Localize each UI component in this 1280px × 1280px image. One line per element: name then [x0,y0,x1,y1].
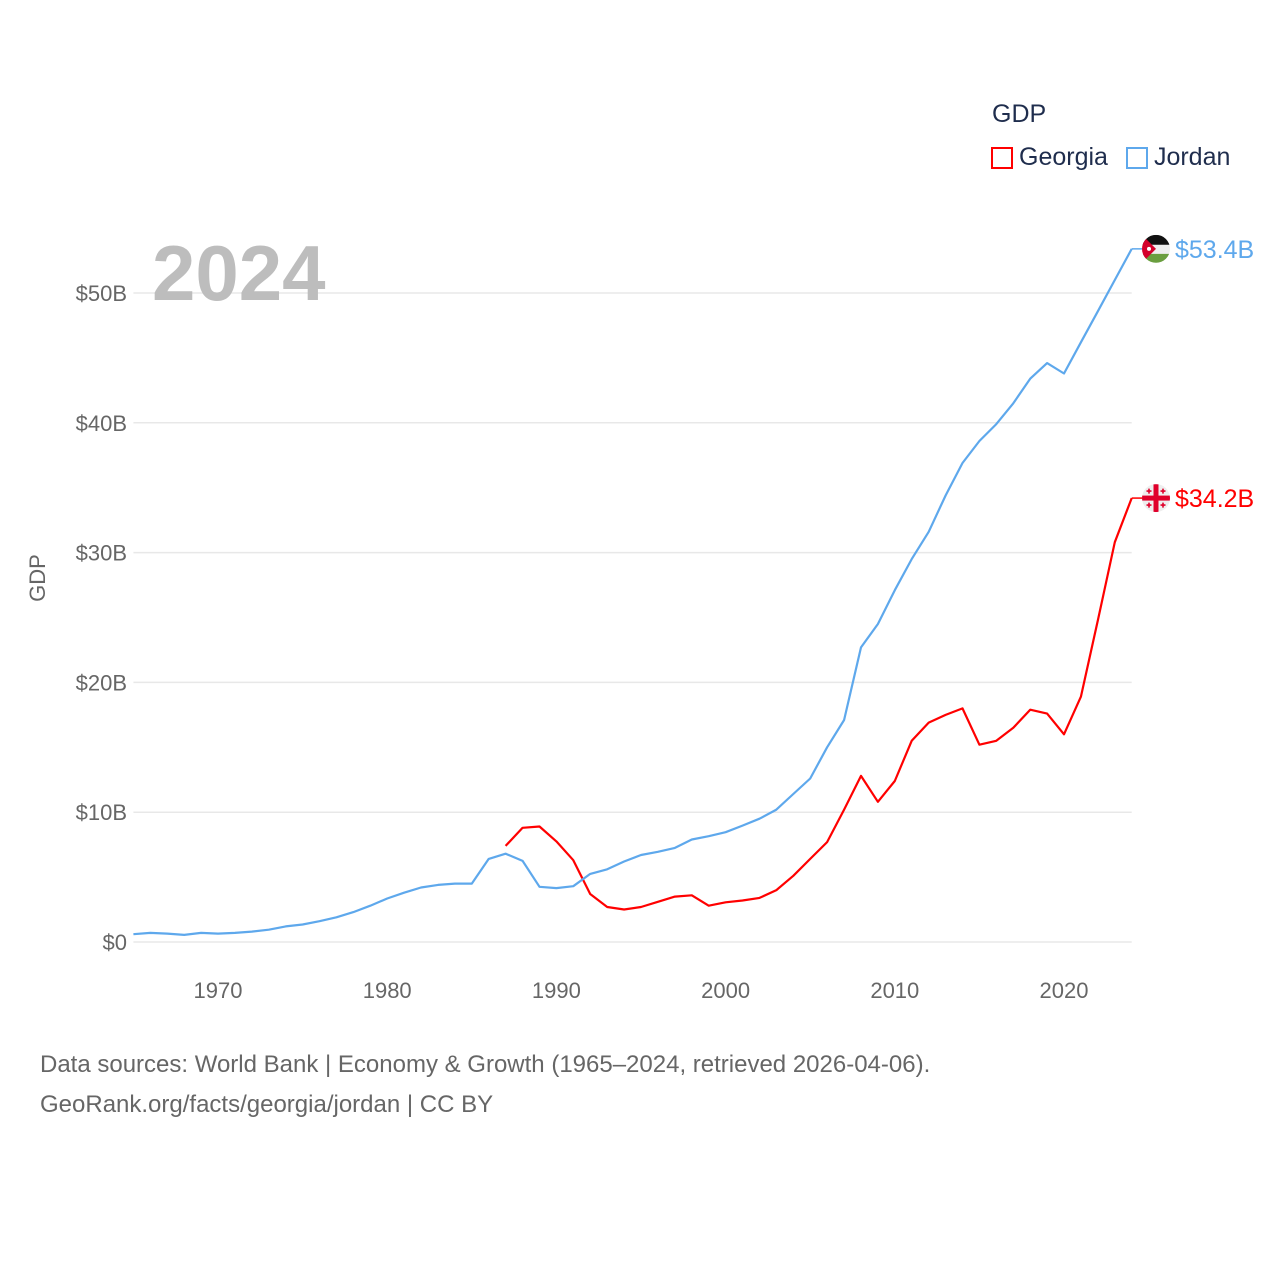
y-tick-label: $20B [76,670,127,695]
legend-item-jordan[interactable]: Jordan [1125,143,1231,172]
y-tick-label: $50B [76,281,127,306]
x-tick-label: 1980 [363,978,412,1003]
jordan-flag-icon [1142,234,1170,263]
x-tick-label: 1970 [194,978,243,1003]
legend-item-georgia[interactable]: Georgia [991,143,1108,172]
y-tick-label: $10B [76,800,127,825]
series-line-georgia [504,497,1133,911]
current-year-label: 2024 [152,229,326,317]
legend-title: GDP [992,100,1047,128]
x-tick-label: 1990 [532,978,581,1003]
legend-label-jordan: Jordan [1153,143,1231,171]
legend: Georgia Jordan [991,143,1230,172]
legend-swatch-jordan [1125,146,1148,169]
y-tick-label: $30B [76,541,127,566]
x-tick-label: 2020 [1040,978,1089,1003]
georgia-flag-icon [1142,484,1170,513]
y-tick-label: $0 [103,930,127,955]
x-tick-label: 2000 [701,978,750,1003]
footer: Data sources: World Bank | Economy & Gro… [40,1045,930,1125]
legend-label-georgia: Georgia [1019,143,1108,171]
y-axis-label: GDP [24,554,50,602]
legend-swatch-georgia [991,146,1013,169]
end-value-label-georgia: $34.2B [1175,485,1254,513]
y-tick-label: $40B [76,411,127,436]
end-value-label-jordan: $53.4B [1175,236,1254,264]
x-tick-label: 2010 [870,978,919,1003]
attribution-text: GeoRank.org/facts/georgia/jordan | CC BY [40,1091,494,1118]
source-text: Data sources: World Bank | Economy & Gro… [40,1051,931,1078]
series-line-jordan [133,248,1133,937]
